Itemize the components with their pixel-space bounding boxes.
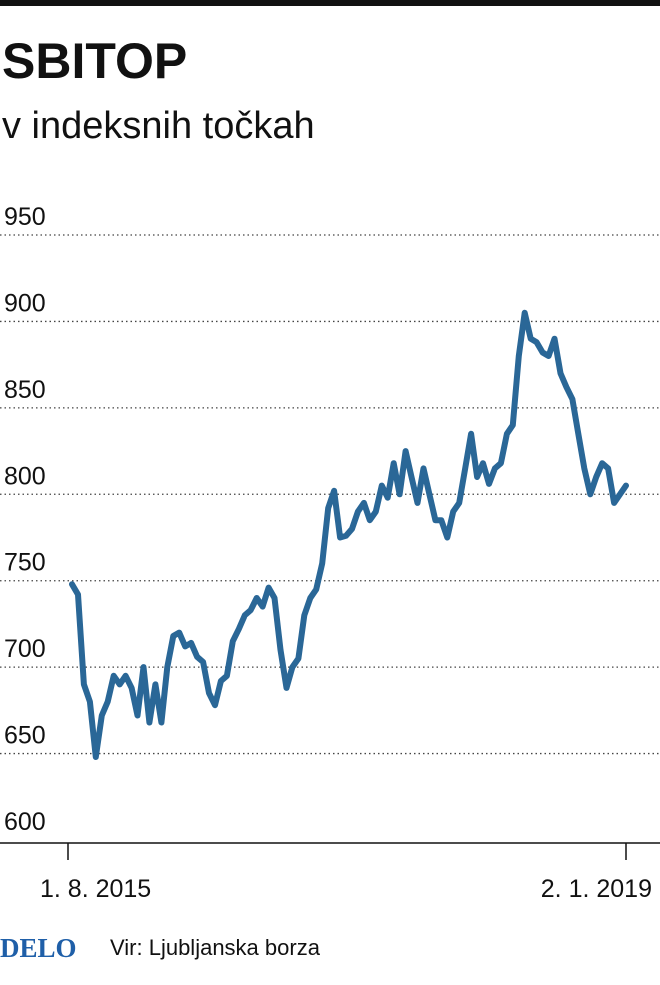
- top-bar: [0, 0, 660, 6]
- x-tick-label: 2. 1. 2019: [541, 875, 652, 903]
- logo: DELO: [0, 933, 77, 963]
- y-tick-label: 650: [4, 722, 46, 750]
- y-tick-label: 800: [4, 462, 46, 490]
- data-line: [69, 309, 629, 760]
- y-tick-label: 900: [4, 289, 46, 317]
- chart-subtitle: v indeksnih točkah: [2, 105, 315, 147]
- y-tick-label: 950: [4, 203, 46, 231]
- y-tick-label: 750: [4, 549, 46, 577]
- chart-title: SBITOP: [2, 33, 187, 89]
- y-tick-label: 850: [4, 376, 46, 404]
- source: Vir: Ljubljanska borza: [110, 935, 321, 960]
- x-tick-label: 1. 8. 2015: [40, 875, 151, 903]
- y-tick-label: 700: [4, 635, 46, 663]
- y-tick-label: 600: [4, 808, 46, 836]
